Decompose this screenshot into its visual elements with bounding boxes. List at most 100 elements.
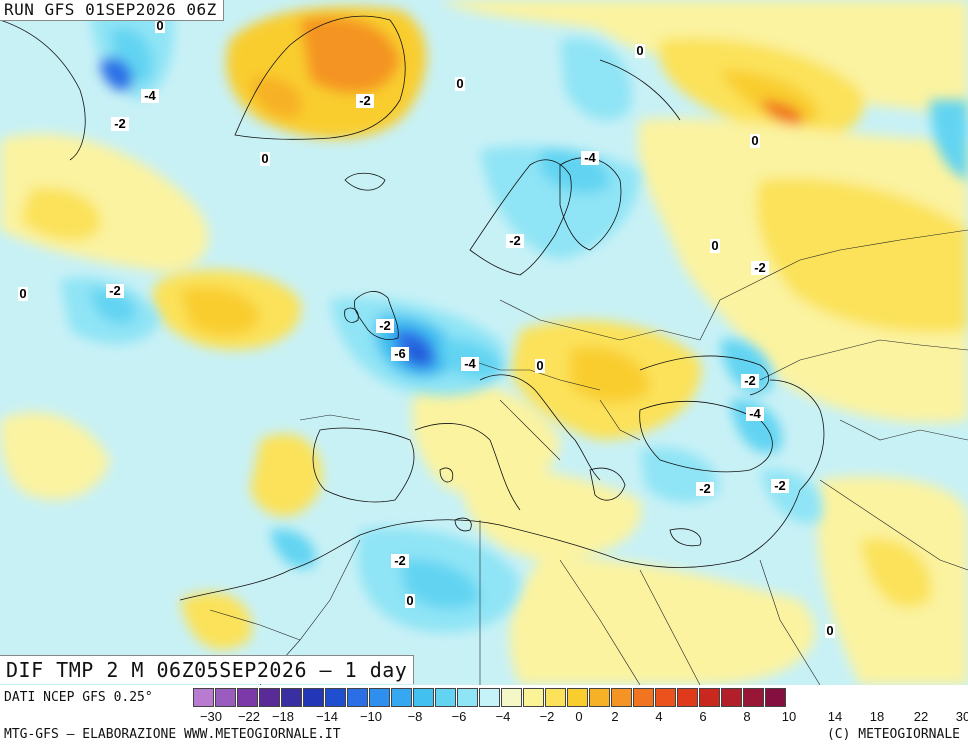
color-swatch: [765, 688, 786, 707]
color-swatch: [501, 688, 522, 707]
color-swatch: [193, 688, 214, 707]
scale-tick-label: −10: [359, 709, 383, 724]
contour-label: -2: [744, 373, 756, 388]
scale-tick-label: 0: [575, 709, 583, 724]
contour-label: -6: [394, 346, 406, 361]
contour-label-bg: [141, 89, 159, 103]
contour-label-bg: [741, 374, 759, 388]
scale-tick-label: 2: [611, 709, 619, 724]
contour-label-bg: [461, 357, 479, 371]
contour-label-bg: [111, 117, 129, 131]
run-title: RUN GFS 01SEP2026 06Z: [0, 0, 224, 21]
color-swatch: [567, 688, 588, 707]
color-swatch: [677, 688, 698, 707]
contour-label: -4: [464, 356, 476, 371]
color-swatch: [303, 688, 324, 707]
color-swatch: [347, 688, 368, 707]
contour-label: 0: [636, 43, 643, 58]
copyright-meteogiornale: (C) METEOGIORNALE: [826, 727, 960, 742]
color-swatch: [391, 688, 412, 707]
color-swatch: [721, 688, 742, 707]
contour-label-bg: [260, 152, 270, 166]
color-swatch: [325, 688, 346, 707]
contour-label-bg: [696, 482, 714, 496]
color-swatch: [743, 688, 764, 707]
contour-label: -2: [379, 318, 391, 333]
scale-tick-label: 10: [781, 709, 797, 724]
scale-tick-label: 18: [869, 709, 885, 724]
contour-label: -2: [359, 93, 371, 108]
color-swatch: [215, 688, 236, 707]
contour-label: 0: [711, 238, 718, 253]
scale-tick-label: −4: [495, 709, 511, 724]
contour-label: 0: [751, 133, 758, 148]
color-swatch: [479, 688, 500, 707]
color-swatch: [435, 688, 456, 707]
contour-label-bg: [751, 261, 769, 275]
contour-label-bg: [106, 284, 124, 298]
contour-label-bg: [825, 624, 835, 638]
contour-label-bg: [750, 134, 760, 148]
borders: [209, 229, 968, 685]
contour-label: 0: [406, 593, 413, 608]
data-source-label: DATI NCEP GFS 0.25°: [4, 690, 153, 705]
contour-label: -4: [584, 150, 596, 165]
color-swatch: [699, 688, 720, 707]
color-swatch: [413, 688, 434, 707]
contour-label-bg: [391, 554, 409, 568]
contour-label: -2: [114, 116, 126, 131]
scale-tick-label: −30: [199, 709, 223, 724]
map-canvas: 0 0 0 0 0 0 0 0 0 0 -2 -2 -2 -2 -2 -2 -2 -2 -2 -2 -4 -4 -4 -4 -6: [0, 0, 968, 685]
contour-label-bg: [746, 407, 764, 421]
contour-label-bg: [506, 234, 524, 248]
scale-tick-label: 8: [743, 709, 751, 724]
field-title: DIF TMP 2 M 06Z05SEP2026 – 1 day: [0, 655, 415, 684]
scale-tick-label: 6: [699, 709, 707, 724]
contour-label: 0: [536, 358, 543, 373]
contour-label: -2: [109, 283, 121, 298]
contour-label: 0: [456, 76, 463, 91]
color-scale: [193, 688, 787, 707]
coastlines: [0, 15, 825, 601]
scale-tick-label: −6: [451, 709, 467, 724]
scale-tick-label: −18: [271, 709, 295, 724]
color-swatch: [611, 688, 632, 707]
scale-tick-label: 22: [913, 709, 929, 724]
contour-label-bg: [18, 287, 28, 301]
scale-tick-label: −8: [407, 709, 423, 724]
contour-label-bg: [391, 347, 409, 361]
contour-label: 0: [826, 623, 833, 638]
contour-label: -2: [394, 553, 406, 568]
contour-label-bg: [455, 77, 465, 91]
color-swatch: [237, 688, 258, 707]
warm-anomaly-areas: [0, 0, 968, 685]
anomaly-map: 0 0 0 0 0 0 0 0 0 0 -2 -2 -2 -2 -2 -2 -2 -2 -2 -2 -4 -4 -4 -4 -6…: [0, 0, 968, 685]
contour-label-bg: [155, 19, 165, 33]
color-swatch: [457, 688, 478, 707]
scale-tick-label: −22: [237, 709, 261, 724]
color-swatch: [655, 688, 676, 707]
color-swatch: [259, 688, 280, 707]
scale-tick-label: −14: [315, 709, 339, 724]
color-swatch: [589, 688, 610, 707]
scale-tick-label: 4: [655, 709, 663, 724]
contour-label: -2: [509, 233, 521, 248]
contour-label-bg: [356, 94, 374, 108]
contour-labels: 0 0 0 0 0 0 0 0 0 0 -2 -2 -2 -2 -2 -2 -2 -2 -2 -2 -4 -4 -4 -4 -6: [18, 18, 835, 638]
contour-label-bg: [405, 594, 415, 608]
scale-tick-label: 30: [955, 709, 968, 724]
contour-label: -2: [754, 260, 766, 275]
scale-tick-label: −2: [539, 709, 555, 724]
contour-label: 0: [261, 151, 268, 166]
color-swatch: [523, 688, 544, 707]
contour-label-bg: [581, 151, 599, 165]
contour-label: 0: [19, 286, 26, 301]
legend-footer: DATI NCEP GFS 0.25° −30 −22 −18 −14 −10 −8 −6−…: [0, 685, 968, 745]
contour-label: -2: [774, 478, 786, 493]
color-swatch: [633, 688, 654, 707]
contour-label: -2: [699, 481, 711, 496]
contour-label-bg: [710, 239, 720, 253]
contour-label-bg: [376, 319, 394, 333]
contour-label-bg: [635, 44, 645, 58]
credit-elaborazione: MTG-GFS – ELABORAZIONE WWW.METEOGIORNALE…: [4, 727, 341, 742]
